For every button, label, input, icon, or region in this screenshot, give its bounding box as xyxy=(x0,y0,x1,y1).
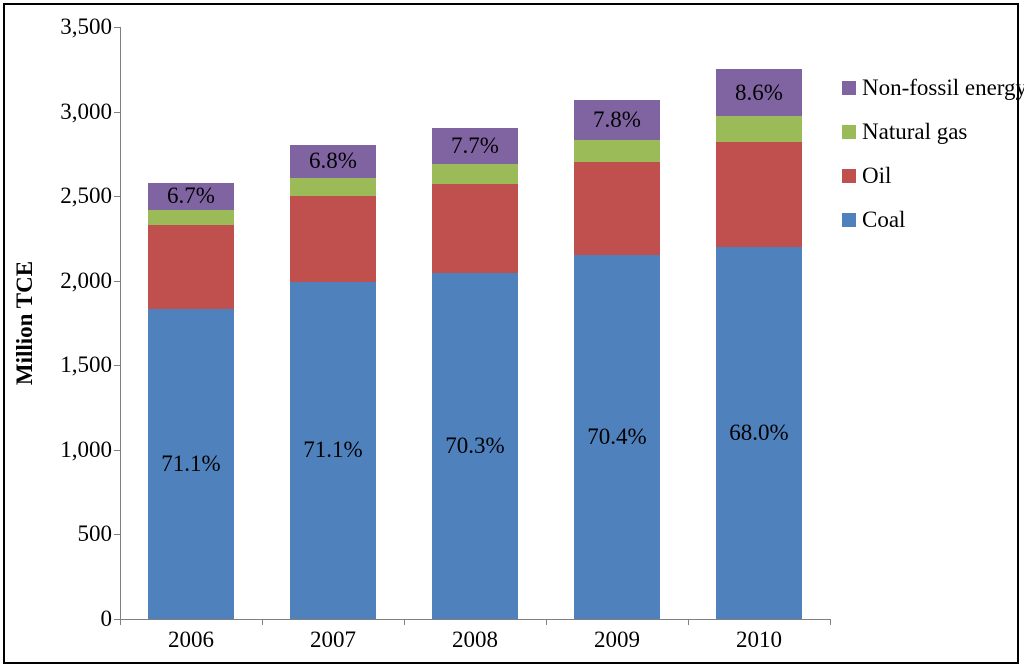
legend-swatch xyxy=(842,169,856,183)
bar-segment-natural-gas xyxy=(574,140,659,162)
chart-frame: 05001,0001,5002,0002,5003,0003,500200671… xyxy=(3,3,1019,664)
legend-swatch xyxy=(842,125,856,139)
bar-segment-oil xyxy=(148,225,233,308)
y-axis-title: Million TCE xyxy=(12,261,38,385)
legend-label: Natural gas xyxy=(862,119,967,145)
bar-segment-natural-gas xyxy=(716,116,801,142)
y-tick-label: 3,500 xyxy=(60,14,120,40)
bar-group: 70.4% 7.8% xyxy=(574,100,659,619)
legend-item-coal: Coal xyxy=(842,207,1024,233)
legend: Non-fossil energy Natural gas Oil Coal xyxy=(842,75,1024,251)
coal-percent-label: 68.0% xyxy=(729,420,788,446)
x-tick-label: 2008 xyxy=(452,619,498,653)
y-tick-label: 2,500 xyxy=(60,183,120,209)
bar-segment-natural-gas xyxy=(432,164,517,184)
bar-segment-oil xyxy=(290,196,375,282)
y-tick-label: 1,000 xyxy=(60,437,120,463)
nonfossil-percent-label: 6.8% xyxy=(309,148,357,174)
legend-label: Oil xyxy=(862,163,891,189)
bar-group: 71.1% 6.7% xyxy=(148,183,233,619)
x-tick-mark xyxy=(830,619,831,625)
bar-group: 68.0% 8.6% xyxy=(716,69,801,619)
legend-item-natural-gas: Natural gas xyxy=(842,119,1024,145)
x-tick-mark xyxy=(546,619,547,625)
x-tick-mark xyxy=(262,619,263,625)
bar-segment-oil xyxy=(432,184,517,273)
y-tick-label: 3,000 xyxy=(60,99,120,125)
y-tick-label: 0 xyxy=(101,606,121,632)
nonfossil-percent-label: 7.8% xyxy=(593,107,641,133)
nonfossil-percent-label: 7.7% xyxy=(451,133,499,159)
bar-group: 70.3% 7.7% xyxy=(432,128,517,619)
legend-item-non-fossil-energy: Non-fossil energy xyxy=(842,75,1024,101)
x-tick-mark xyxy=(688,619,689,625)
coal-percent-label: 70.3% xyxy=(445,433,504,459)
plot-area: 05001,0001,5002,0002,5003,0003,500200671… xyxy=(120,27,830,619)
y-tick-label: 1,500 xyxy=(60,352,120,378)
x-tick-label: 2006 xyxy=(168,619,214,653)
bar-segment-oil xyxy=(574,162,659,255)
coal-percent-label: 71.1% xyxy=(161,451,220,477)
bar-segment-oil xyxy=(716,142,801,247)
nonfossil-percent-label: 8.6% xyxy=(735,80,783,106)
x-tick-label: 2007 xyxy=(310,619,356,653)
x-tick-label: 2009 xyxy=(594,619,640,653)
legend-label: Coal xyxy=(862,207,905,233)
nonfossil-percent-label: 6.7% xyxy=(167,183,215,209)
bar-segment-natural-gas xyxy=(290,178,375,196)
y-tick-label: 2,000 xyxy=(60,268,120,294)
legend-swatch xyxy=(842,213,856,227)
legend-item-oil: Oil xyxy=(842,163,1024,189)
x-tick-mark xyxy=(120,619,121,625)
x-tick-mark xyxy=(404,619,405,625)
coal-percent-label: 70.4% xyxy=(587,424,646,450)
legend-swatch xyxy=(842,81,856,95)
y-tick-label: 500 xyxy=(78,521,121,547)
y-axis-line xyxy=(120,27,121,619)
bar-segment-natural-gas xyxy=(148,210,233,226)
coal-percent-label: 71.1% xyxy=(303,437,362,463)
bar-group: 71.1% 6.8% xyxy=(290,145,375,619)
legend-label: Non-fossil energy xyxy=(862,75,1024,101)
x-tick-label: 2010 xyxy=(736,619,782,653)
